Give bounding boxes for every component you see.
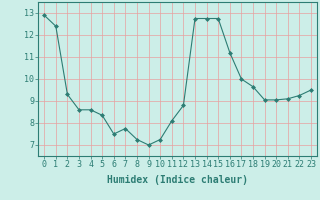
X-axis label: Humidex (Indice chaleur): Humidex (Indice chaleur) xyxy=(107,175,248,185)
